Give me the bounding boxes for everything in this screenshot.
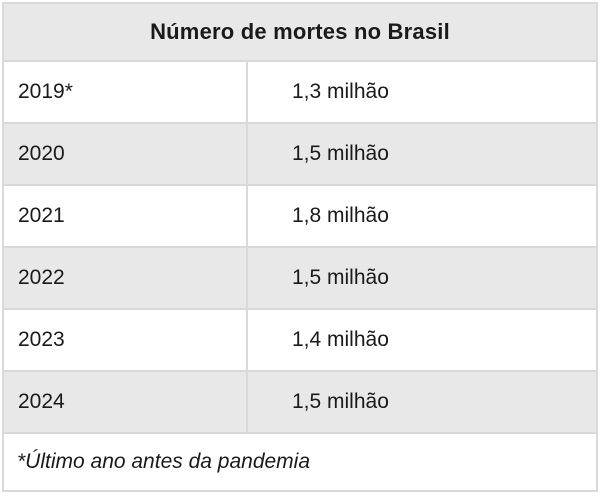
value-cell: 1,5 milhão — [292, 266, 389, 289]
table-row: 2022 1,5 milhão — [4, 248, 596, 310]
table-row: 2019* 1,3 milhão — [4, 62, 596, 124]
table-row: 2024 1,5 milhão — [4, 372, 596, 434]
year-cell: 2021 — [4, 186, 248, 246]
table-row: 2020 1,5 milhão — [4, 124, 596, 186]
value-cell: 1,5 milhão — [292, 390, 389, 413]
table-row: 2023 1,4 milhão — [4, 310, 596, 372]
value-cell: 1,5 milhão — [292, 142, 389, 165]
value-cell: 1,4 milhão — [292, 328, 389, 351]
year-cell: 2020 — [4, 124, 248, 184]
table-row: 2021 1,8 milhão — [4, 186, 596, 248]
value-cell: 1,8 milhão — [292, 204, 389, 227]
year-cell: 2024 — [4, 372, 248, 432]
value-cell: 1,3 milhão — [292, 80, 389, 103]
year-cell: 2022 — [4, 248, 248, 308]
year-cell: 2019* — [4, 62, 248, 122]
table-title: Número de mortes no Brasil — [4, 4, 596, 62]
year-cell: 2023 — [4, 310, 248, 370]
mortality-table: Número de mortes no Brasil 2019* 1,3 mil… — [2, 2, 598, 492]
table-footnote: *Último ano antes da pandemia — [4, 434, 596, 490]
